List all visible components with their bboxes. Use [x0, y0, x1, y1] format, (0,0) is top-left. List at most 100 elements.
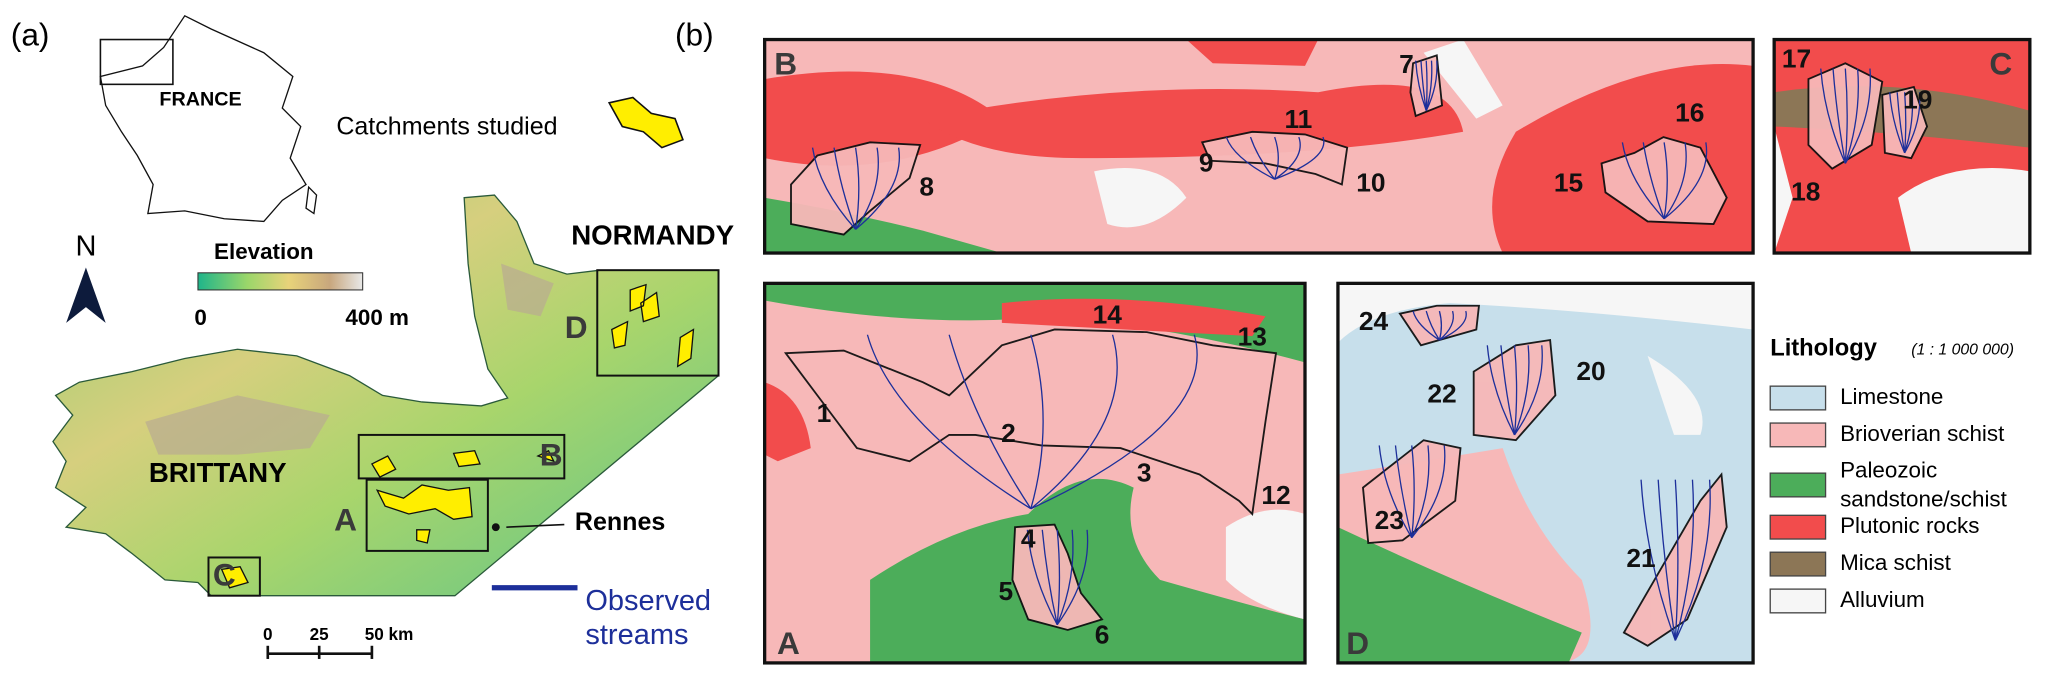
- city-dot: [491, 523, 500, 532]
- catchment-number: 15: [1554, 167, 1583, 197]
- stream-line: [1500, 345, 1516, 436]
- lithology-unit: [1774, 126, 1793, 254]
- scale-label: 25: [310, 624, 330, 644]
- catchment-number: 9: [1199, 148, 1214, 178]
- legend-swatch: [1769, 588, 1827, 614]
- stream-line: [1820, 68, 1846, 164]
- stream-line: [1030, 334, 1044, 509]
- scale-label: 50 km: [365, 624, 414, 644]
- legend-label: Alluvium: [1840, 587, 1925, 612]
- catchment-outline: [1398, 304, 1480, 347]
- stream-line: [1674, 479, 1695, 641]
- stream-line: [1425, 60, 1428, 111]
- stream-line: [1663, 142, 1708, 220]
- lithology-unit: [1225, 509, 1305, 620]
- stream-line: [855, 147, 879, 230]
- lithology-unit: [1094, 168, 1187, 228]
- box-label: C: [213, 557, 236, 593]
- catchment-number: 14: [1093, 299, 1123, 329]
- catchment-number: 11: [1284, 104, 1312, 134]
- elevation-bar: [197, 272, 364, 291]
- legend-scale: (1 : 1 000 000): [1911, 342, 2014, 359]
- catchment-number: 8: [919, 171, 934, 201]
- stream-line: [1030, 334, 1118, 510]
- stream-line: [1056, 529, 1089, 626]
- legend-label: Limestone: [1840, 384, 1943, 409]
- stream-line: [1439, 310, 1467, 341]
- legend-label: Mica schist: [1840, 550, 1952, 575]
- lithology-unit: [1001, 298, 1266, 337]
- catchment-number: 16: [1675, 98, 1704, 128]
- catchment-outline: [1409, 54, 1444, 118]
- stream-line: [1438, 310, 1454, 341]
- stream-line: [1056, 529, 1074, 625]
- map-frame: [1336, 281, 1755, 665]
- elevation-min: 0: [194, 305, 206, 330]
- lithology-map: [764, 39, 1754, 254]
- catchment-number: 3: [1137, 457, 1152, 487]
- stream-line: [1674, 479, 1679, 641]
- lithology-unit: [922, 84, 1464, 159]
- stream-line: [1663, 142, 1668, 219]
- stream-line: [1249, 136, 1276, 180]
- catchment-number: 23: [1375, 505, 1404, 535]
- stream-line: [1274, 136, 1325, 180]
- catchment-number: 17: [1782, 44, 1811, 74]
- stream-line: [948, 334, 1032, 510]
- inset-label: FRANCE: [159, 88, 241, 110]
- stream-line: [1486, 345, 1516, 436]
- catchment-number: 19: [1903, 84, 1932, 114]
- stream-line: [1225, 136, 1275, 180]
- legend-label: sandstone/schist: [1840, 487, 2008, 512]
- catchment-outline: [1622, 472, 1728, 647]
- stream-line: [1026, 529, 1058, 626]
- catchment-outline: [1200, 130, 1349, 186]
- region-box: [596, 269, 720, 377]
- legend-swatch: [1769, 551, 1827, 577]
- stream-line: [1411, 445, 1430, 538]
- panel-a: (a) FRANCE Catchments studied N Elevatio…: [11, 14, 734, 659]
- catchment-outline: [1362, 439, 1462, 544]
- stream-line: [1904, 92, 1914, 154]
- stream-line: [854, 147, 860, 230]
- stream-line: [1425, 60, 1433, 111]
- stream-line: [1514, 345, 1543, 436]
- stream-line: [1844, 68, 1872, 164]
- stream-legend: Observed: [585, 585, 711, 617]
- lithology-unit: [1898, 168, 2030, 254]
- lithology-unit: [764, 71, 1002, 166]
- legend-swatch: [1769, 514, 1827, 540]
- stream-line: [1896, 92, 1906, 153]
- legend-label: Brioverian schist: [1840, 421, 2005, 446]
- stream-line: [1274, 136, 1301, 180]
- inset-box: [99, 38, 174, 86]
- stream-line: [1412, 310, 1440, 341]
- france-outline: [99, 14, 307, 223]
- stream-line: [1425, 60, 1438, 111]
- map-frame: [1772, 37, 2032, 255]
- panel-label: (b): [675, 16, 714, 52]
- box-label: B: [540, 437, 563, 473]
- city-arrow: [506, 523, 565, 528]
- stream-line: [1640, 479, 1676, 641]
- lithology-map: [764, 283, 1305, 663]
- stream-line: [1832, 68, 1846, 164]
- stream-line: [1411, 445, 1446, 539]
- legend-swatch: [1769, 472, 1827, 498]
- stream-line: [1056, 529, 1061, 625]
- catchments-legend: Catchments studied: [336, 112, 557, 140]
- lithology-unit: [870, 478, 1305, 663]
- stream-line: [866, 334, 1032, 510]
- map-frame: [762, 281, 1307, 665]
- lithology-unit: [1337, 283, 1754, 343]
- region-boxes: [207, 269, 720, 597]
- stream-line: [1420, 60, 1427, 111]
- city-label: Rennes: [575, 508, 665, 536]
- stream-line: [1904, 92, 1921, 154]
- catchment-outline: [1807, 62, 1884, 170]
- catchment-number: 20: [1576, 356, 1605, 386]
- lithology-unit: [1647, 355, 1703, 435]
- legend-label: Plutonic rocks: [1840, 513, 1979, 538]
- region-name: NORMANDY: [571, 220, 734, 251]
- lithology-map: [1774, 39, 2030, 254]
